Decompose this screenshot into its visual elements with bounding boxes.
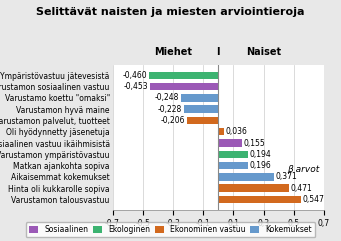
- Text: 0,155: 0,155: [243, 139, 265, 147]
- Text: 0,371: 0,371: [276, 172, 298, 181]
- Bar: [218, 173, 274, 181]
- Text: 0,547: 0,547: [302, 195, 324, 204]
- Text: I: I: [217, 47, 220, 57]
- Text: -0,248: -0,248: [155, 93, 179, 102]
- Text: 0,471: 0,471: [291, 184, 313, 193]
- Text: β arvot: β arvot: [287, 165, 320, 174]
- Bar: [149, 72, 218, 79]
- Text: Naiset: Naiset: [246, 47, 281, 57]
- Bar: [218, 139, 242, 147]
- Bar: [150, 83, 218, 90]
- Text: -0,453: -0,453: [124, 82, 148, 91]
- Text: 0,196: 0,196: [249, 161, 271, 170]
- Legend: Sosiaalinen, Ekologinen, Ekonominen vastuu, Kokemukset: Sosiaalinen, Ekologinen, Ekonominen vast…: [26, 222, 315, 237]
- Text: -0,460: -0,460: [123, 71, 147, 80]
- Text: -0,228: -0,228: [158, 105, 182, 114]
- Bar: [184, 106, 218, 113]
- Bar: [218, 196, 301, 203]
- Text: Selittävät naisten ja miesten arviointieroja: Selittävät naisten ja miesten arviointie…: [36, 7, 305, 17]
- Text: 0,194: 0,194: [249, 150, 271, 159]
- Bar: [218, 184, 290, 192]
- Bar: [187, 117, 218, 124]
- Text: Miehet: Miehet: [154, 47, 192, 57]
- Bar: [218, 128, 224, 135]
- Bar: [218, 162, 248, 169]
- Bar: [181, 94, 218, 101]
- Text: 0,036: 0,036: [225, 127, 247, 136]
- Text: -0,206: -0,206: [161, 116, 186, 125]
- Bar: [218, 151, 248, 158]
